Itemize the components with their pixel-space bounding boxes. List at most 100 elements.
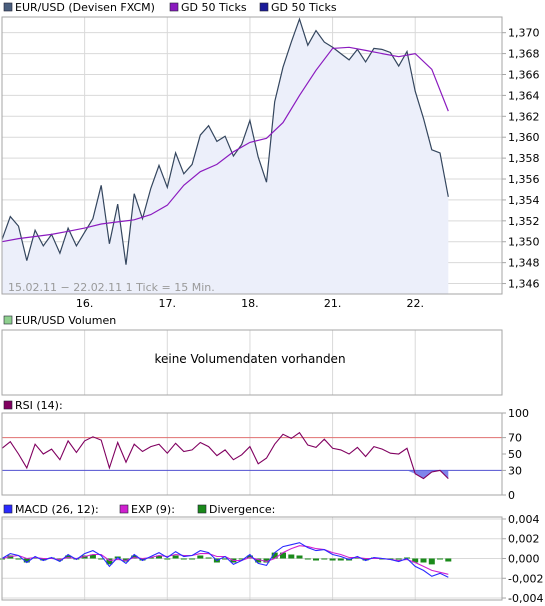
divergence-bar xyxy=(189,558,196,560)
price-area-fill xyxy=(2,19,449,294)
divergence-bar xyxy=(172,555,179,559)
legend-label-ma2: GD 50 Ticks xyxy=(271,1,337,14)
rsi-y-tick-label: 50 xyxy=(508,448,522,461)
exp-signal-line xyxy=(1,545,449,575)
price-y-tick-label: 1,350 xyxy=(508,236,540,249)
legend-swatch-price xyxy=(3,2,13,12)
panel-frame-price xyxy=(1,16,503,295)
macd-y-tick-label: -0,004 xyxy=(508,592,543,605)
volume-legend: EUR/USD Volumen xyxy=(3,314,116,327)
price-legend: EUR/USD (Devisen FXCM) GD 50 Ticks GD 50… xyxy=(3,1,337,14)
divergence-bar xyxy=(337,558,344,561)
macd-y-tick-label: 0,004 xyxy=(508,513,540,526)
divergence-bar xyxy=(329,558,336,561)
divergence-bar xyxy=(98,558,105,560)
divergence-bar xyxy=(106,558,113,565)
price-x-tick-label: 16. xyxy=(76,297,94,310)
legend-label-ma1: GD 50 Ticks xyxy=(181,1,247,14)
legend-label-rsi: RSI (14): xyxy=(15,399,63,412)
price-y-tick-label: 1,354 xyxy=(508,194,540,207)
rsi-y-tick-label: 30 xyxy=(508,464,522,477)
legend-label-volume: EUR/USD Volumen xyxy=(15,314,116,327)
legend-swatch-divergence xyxy=(197,504,207,514)
legend-label-divergence: Divergence: xyxy=(209,503,275,516)
volume-no-data-message: keine Volumendaten vorhanden xyxy=(154,352,345,366)
price-y-tick-label: 1,368 xyxy=(508,48,540,61)
price-y-axis: 1,370 1,368 1,366 1,364 1,362 1,360 1,358 1,356… xyxy=(508,27,540,291)
price-x-axis: 16. 17. 18. 21. 22. xyxy=(76,297,424,310)
divergence-bar xyxy=(197,555,204,559)
divergence-bar xyxy=(271,552,278,559)
macd-y-tick-label: -0,002 xyxy=(508,572,543,585)
divergence-bar xyxy=(205,557,212,559)
macd-y-axis: 0,004 0,002 0,000 -0,002 -0,004 xyxy=(508,513,543,605)
divergence-bar xyxy=(313,558,319,561)
macd-line xyxy=(1,542,449,578)
price-y-tick-label: 1,364 xyxy=(508,89,540,102)
rsi-legend: RSI (14): xyxy=(3,399,63,412)
frame-layer xyxy=(1,16,503,601)
divergence-bar xyxy=(288,554,295,559)
divergence-bar xyxy=(321,558,328,560)
divergence-bar xyxy=(89,554,96,559)
divergence-bar xyxy=(304,558,311,560)
macd-y-tick-label: 0,000 xyxy=(508,553,540,566)
divergence-bar xyxy=(420,558,427,563)
price-y-tick-label: 1,362 xyxy=(508,110,540,123)
chart-caption: 15.02.11 − 22.02.11 1 Tick = 15 Min. xyxy=(8,281,215,294)
divergence-bar xyxy=(428,558,435,565)
panel-frame-rsi xyxy=(1,412,503,496)
legend-label-exp: EXP (9): xyxy=(131,503,175,516)
price-y-tick-label: 1,348 xyxy=(508,257,540,270)
legend-swatch-ma2 xyxy=(259,2,269,12)
price-y-tick-label: 1,358 xyxy=(508,152,540,165)
rsi-series-line xyxy=(1,431,449,480)
divergence-bar xyxy=(180,558,187,560)
legend-swatch-ma1 xyxy=(169,2,179,12)
divergence-bar xyxy=(263,558,270,563)
panel-frame-volume xyxy=(1,329,503,396)
rsi-y-tick-label: 0 xyxy=(508,489,515,502)
divergence-bar xyxy=(23,558,30,563)
rsi-oversold-fill xyxy=(407,470,449,479)
divergence-bar xyxy=(40,558,47,561)
divergence-bar xyxy=(445,558,452,562)
divergence-bar xyxy=(395,558,402,560)
price-y-tick-label: 1,370 xyxy=(508,27,540,40)
price-y-tick-label: 1,346 xyxy=(508,278,540,291)
panel-frame-macd xyxy=(1,516,503,601)
price-y-tick-label: 1,356 xyxy=(508,173,540,186)
divergence-bar xyxy=(164,558,171,560)
divergence-bar xyxy=(156,555,162,559)
divergence-bar xyxy=(362,558,369,561)
rsi-y-tick-label: 100 xyxy=(508,407,529,420)
divergence-bar xyxy=(280,552,286,559)
legend-swatch-rsi xyxy=(3,400,13,410)
price-y-tick-label: 1,352 xyxy=(508,215,540,228)
macd-legend: MACD (26, 12): EXP (9): Divergence: xyxy=(3,503,275,516)
divergence-bar xyxy=(238,558,245,560)
price-y-tick-label: 1,360 xyxy=(508,131,540,144)
legend-swatch-exp xyxy=(119,504,129,514)
rsi-y-axis: 100 70 50 30 0 xyxy=(508,407,529,502)
legend-swatch-volume xyxy=(3,315,13,325)
legend-swatch-macd xyxy=(3,504,13,514)
divergence-bar xyxy=(296,555,303,559)
divergence-bar xyxy=(139,558,146,561)
divergence-bar xyxy=(222,558,229,560)
price-y-tick-label: 1,366 xyxy=(508,68,540,81)
legend-label-macd: MACD (26, 12): xyxy=(15,503,99,516)
divergence-bar xyxy=(412,558,419,563)
price-x-tick-label: 21. xyxy=(324,297,342,310)
series-layer xyxy=(1,17,449,578)
price-x-tick-label: 18. xyxy=(241,297,259,310)
divergence-bar xyxy=(437,558,443,560)
price-x-tick-label: 22. xyxy=(406,297,424,310)
moving-average-line xyxy=(1,46,449,243)
divergence-bar xyxy=(255,558,262,563)
divergence-bar xyxy=(15,558,22,560)
rsi-y-tick-label: 70 xyxy=(508,432,522,445)
price-x-tick-label: 17. xyxy=(159,297,177,310)
macd-y-tick-label: 0,002 xyxy=(508,533,540,546)
